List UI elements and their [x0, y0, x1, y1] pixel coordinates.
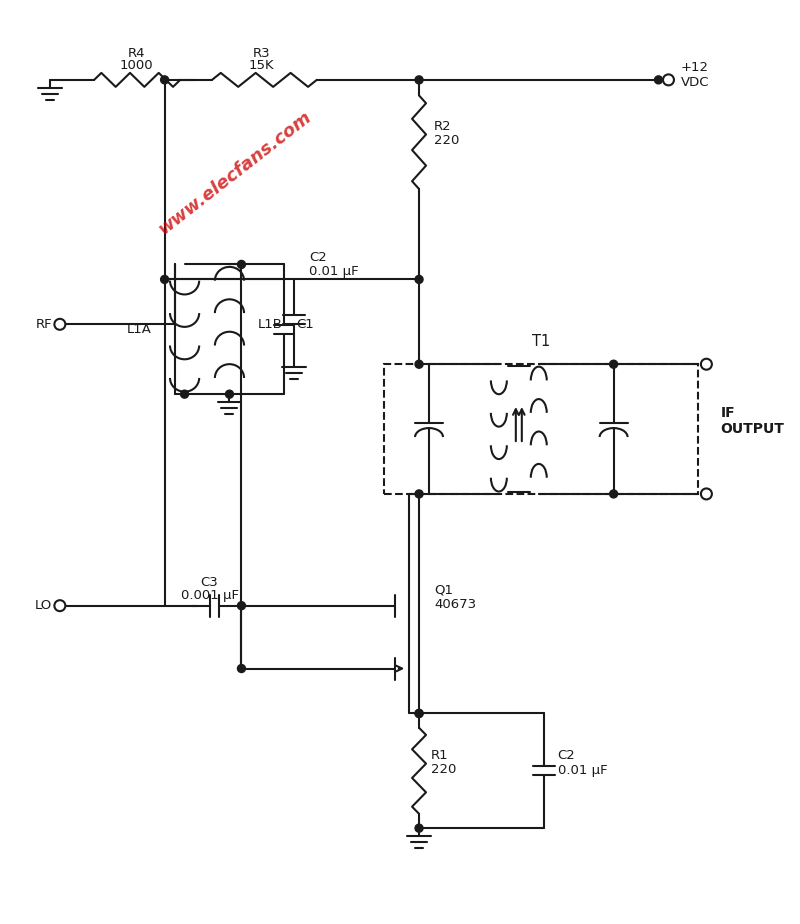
Text: 220: 220 — [434, 134, 459, 147]
Circle shape — [415, 360, 423, 368]
Circle shape — [181, 390, 189, 398]
Circle shape — [238, 602, 246, 610]
Circle shape — [238, 261, 246, 269]
Circle shape — [161, 275, 169, 284]
Text: 15K: 15K — [249, 59, 274, 72]
Text: RF: RF — [35, 318, 52, 331]
Circle shape — [654, 76, 662, 84]
Circle shape — [161, 76, 169, 84]
Bar — [384, 364, 698, 494]
Circle shape — [610, 490, 618, 498]
Circle shape — [226, 390, 234, 398]
Circle shape — [415, 710, 423, 717]
Text: 0.001 μF: 0.001 μF — [181, 589, 238, 602]
Text: R3: R3 — [253, 47, 270, 60]
Text: C2: C2 — [558, 748, 575, 761]
Circle shape — [610, 360, 618, 368]
Text: C1: C1 — [296, 318, 314, 331]
Text: R1: R1 — [431, 748, 449, 761]
Text: T1: T1 — [532, 334, 550, 349]
Text: C3: C3 — [201, 576, 218, 589]
Text: 220: 220 — [431, 763, 456, 776]
Circle shape — [238, 664, 246, 673]
Circle shape — [701, 489, 712, 499]
Circle shape — [415, 490, 423, 498]
Text: +12
VDC: +12 VDC — [681, 61, 709, 89]
Circle shape — [415, 710, 423, 717]
Text: L1B: L1B — [258, 318, 282, 331]
Text: C2: C2 — [310, 251, 327, 264]
Text: 0.01 μF: 0.01 μF — [558, 764, 607, 777]
Circle shape — [415, 275, 423, 284]
Circle shape — [415, 824, 423, 833]
Text: 0.01 μF: 0.01 μF — [310, 265, 359, 278]
Text: LO: LO — [34, 599, 52, 613]
Circle shape — [54, 319, 66, 330]
Text: Q1: Q1 — [434, 584, 453, 597]
Text: L1A: L1A — [127, 322, 152, 335]
Circle shape — [701, 359, 712, 370]
Text: www.elecfans.com: www.elecfans.com — [154, 108, 314, 238]
Text: 40673: 40673 — [434, 598, 476, 611]
Circle shape — [54, 601, 66, 611]
Text: 1000: 1000 — [120, 59, 154, 72]
Circle shape — [663, 74, 674, 85]
Text: IF
OUTPUT: IF OUTPUT — [720, 406, 784, 436]
Circle shape — [415, 76, 423, 84]
Text: R4: R4 — [128, 47, 146, 60]
Text: R2: R2 — [434, 120, 452, 133]
